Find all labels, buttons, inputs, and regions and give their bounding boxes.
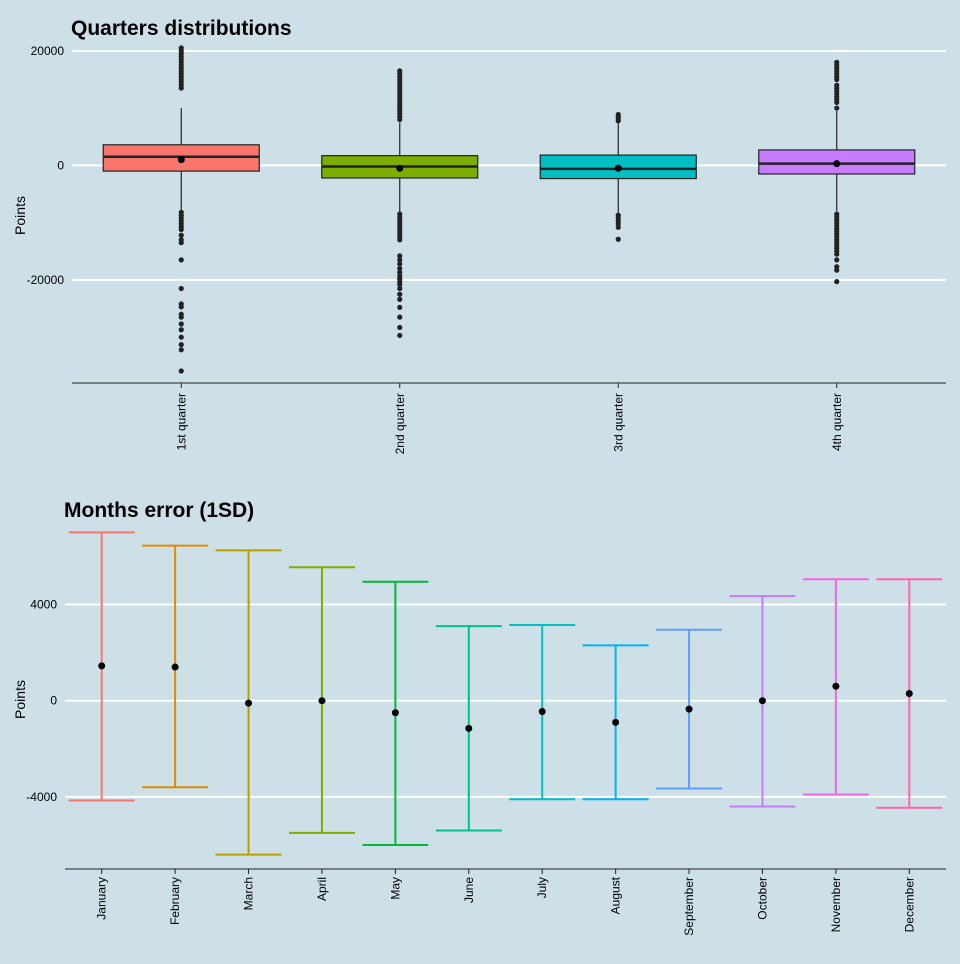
outlier-point	[397, 332, 403, 339]
errorbar-mean-point	[391, 709, 399, 717]
outlier-point	[397, 281, 403, 288]
outlier-point	[397, 314, 403, 320]
outlier-point	[178, 347, 184, 353]
outlier-point	[834, 76, 840, 83]
outlier-point	[615, 236, 621, 242]
outlier-point	[178, 285, 184, 292]
box-mean-point	[614, 164, 622, 172]
outlier-point	[178, 314, 184, 320]
chart2-ytick-label: -4000	[26, 790, 57, 804]
errorbar-mean-point	[685, 705, 693, 713]
errorbar-mean-point	[245, 699, 253, 707]
outlier-point	[834, 105, 840, 111]
outlier-point	[615, 224, 621, 230]
outlier-point	[178, 334, 184, 340]
box-mean-point	[396, 164, 404, 172]
chart2-xtick-label: March	[242, 877, 256, 910]
outlier-point	[178, 232, 184, 238]
chart1-xtick-label: 3rd quarter	[611, 393, 625, 452]
chart1-ytick-label: 20000	[31, 44, 65, 58]
outlier-point	[615, 118, 621, 124]
outlier-point	[397, 253, 403, 259]
outlier-point	[397, 265, 403, 272]
outlier-point	[397, 304, 403, 311]
box-mean-point	[177, 156, 185, 164]
outlier-point	[397, 116, 403, 123]
errorbar-mean-point	[758, 697, 766, 705]
errorbar-mean-point	[612, 718, 620, 726]
errorbar-mean-point	[465, 724, 473, 732]
outlier-point	[397, 237, 403, 243]
errorbar-mean-point	[318, 697, 326, 705]
chart1-title: Quarters distributions	[71, 17, 292, 40]
chart2-xtick-label: April	[315, 877, 329, 901]
chart2-xtick-label: October	[755, 877, 769, 920]
outlier-point	[834, 267, 840, 273]
outlier-point	[178, 226, 184, 233]
outlier-point	[397, 285, 403, 292]
outlier-point	[178, 240, 184, 246]
chart1-ytick-label: -20000	[27, 273, 65, 287]
chart2-ytick-label: 0	[50, 694, 57, 708]
chart2-ytick-label: 4000	[30, 598, 57, 612]
outlier-point	[178, 342, 184, 348]
chart2-title: Months error (1SD)	[64, 499, 254, 522]
chart1-xtick-label: 2nd quarter	[393, 393, 407, 454]
chart2-xtick-label: December	[902, 877, 916, 932]
chart1-xtick-label: 1st quarter	[174, 393, 188, 450]
errorbar-mean-point	[832, 682, 840, 690]
errorbar-mean-point	[538, 708, 546, 716]
chart1-ylabel: Points	[12, 196, 28, 235]
chart2-xtick-label: June	[462, 877, 476, 903]
outlier-point	[178, 368, 184, 374]
chart2-xtick-label: May	[388, 877, 402, 900]
chart2-xtick-label: January	[95, 877, 109, 920]
chart1-xtick-label: 4th quarter	[830, 393, 844, 451]
outlier-point	[397, 291, 403, 297]
chart2-xtick-label: July	[535, 877, 549, 898]
outlier-point	[834, 279, 840, 285]
outlier-point	[397, 296, 403, 302]
errorbar-mean-point	[171, 663, 179, 671]
chart2-xtick-label: February	[168, 877, 182, 925]
chart2-xtick-label: September	[682, 877, 696, 936]
box-mean-point	[833, 160, 841, 168]
outlier-point	[834, 99, 840, 106]
outlier-point	[397, 324, 403, 331]
outlier-point	[178, 85, 184, 91]
chart1-ytick-label: 0	[57, 158, 64, 172]
outlier-point	[397, 257, 403, 263]
outlier-point	[178, 321, 184, 327]
outlier-point	[834, 251, 840, 257]
outlier-point	[178, 327, 184, 333]
chart2-xtick-label: August	[609, 876, 623, 914]
outlier-point	[178, 304, 184, 310]
outlier-point	[178, 257, 184, 263]
chart2-ylabel: Points	[12, 680, 28, 719]
errorbar-mean-point	[905, 689, 913, 697]
outlier-point	[834, 257, 840, 263]
errorbar-mean-point	[98, 662, 106, 670]
chart2-xtick-label: November	[829, 877, 843, 932]
outlier-point	[397, 261, 403, 267]
